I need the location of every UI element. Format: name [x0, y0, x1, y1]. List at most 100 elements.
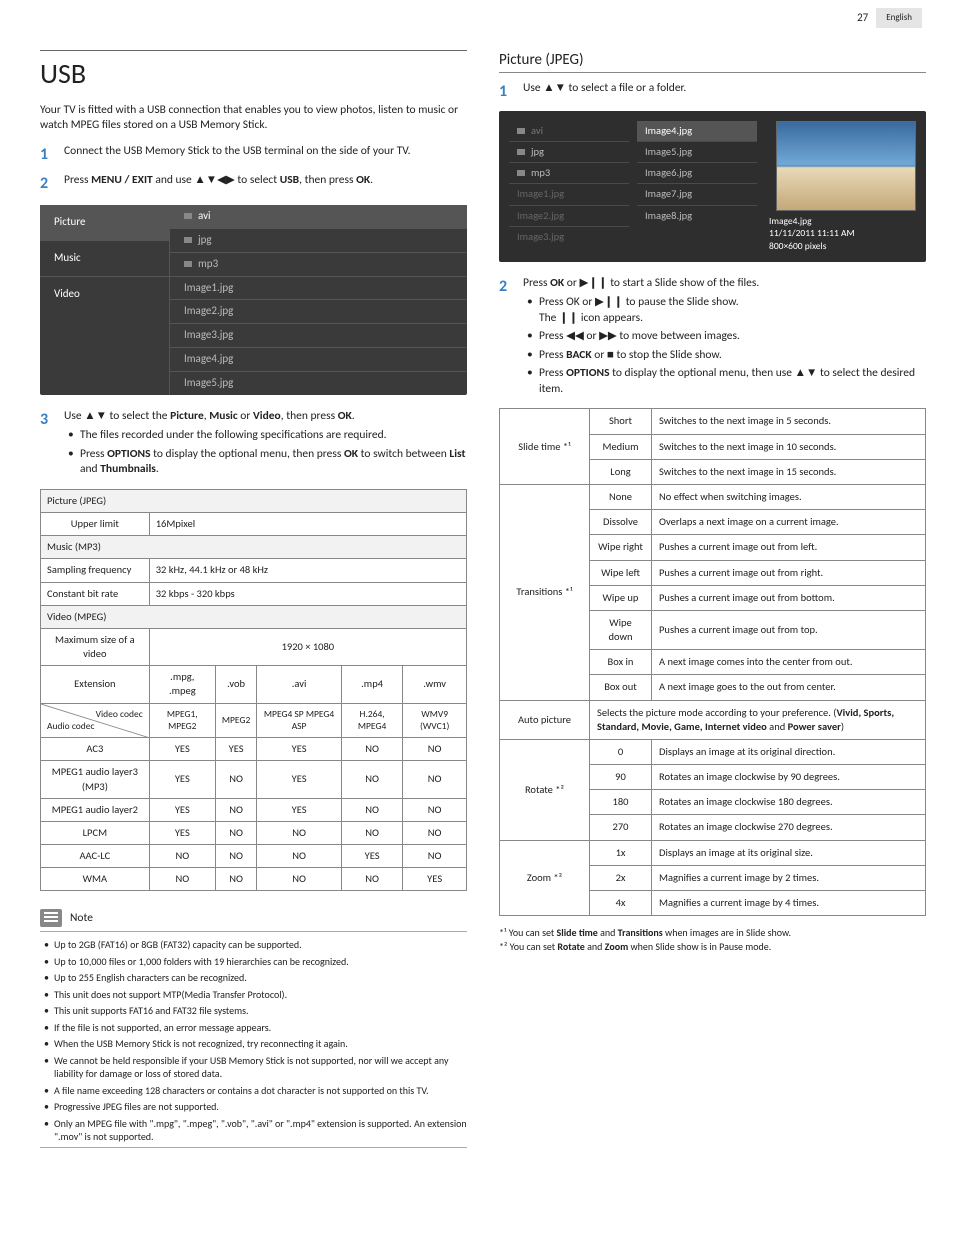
codec-cell: YES: [257, 761, 342, 798]
picture-jpeg-heading: Picture (JPEG): [499, 50, 926, 73]
ext-col: .avi: [257, 666, 342, 703]
spec-table: Picture (JPEG) Upper limit16Mpixel Music…: [40, 489, 467, 892]
r-step2-bullet: Press BACK or ■ to stop the Slide show.: [527, 348, 926, 364]
codec-diag-cell: Video codec Audio codec: [41, 703, 150, 738]
codec-cell: NO: [341, 761, 402, 798]
footnotes: *¹ You can set Slide time and Transition…: [499, 926, 926, 953]
note-item: When the USB Memory Stick is not recogni…: [44, 1037, 467, 1051]
note-item: Progressive JPEG files are not supported…: [44, 1100, 467, 1114]
spec-label: Maximum size of a video: [41, 628, 150, 665]
option-value: Wipe right: [590, 535, 652, 560]
option-value: 0: [590, 739, 652, 764]
usb-intro: Your TV is fitted with a USB connection …: [40, 103, 467, 134]
options-table: Slide time *¹ShortSwitches to the next i…: [499, 408, 926, 916]
footnote-2: *² You can set Rotate and Zoom when Slid…: [499, 940, 926, 954]
note-icon: [40, 909, 62, 927]
r-step-1: 1 Use ▲▼ to select a file or a folder.: [499, 81, 926, 103]
note-item: Only an MPEG file with ".mpg", ".mpeg", …: [44, 1117, 467, 1144]
step-2-text: Press MENU / EXIT and use ▲▼◀▶ to select…: [64, 173, 467, 195]
option-desc: Rotates an image clockwise by 90 degrees…: [652, 765, 926, 790]
note-item: We cannot be held responsible if your US…: [44, 1054, 467, 1081]
step-number: 3: [40, 409, 54, 481]
codec-cell: NO: [403, 821, 467, 844]
codec-cell: NO: [215, 868, 256, 891]
ext-col: .vob: [215, 666, 256, 703]
codec-cell: NO: [149, 845, 215, 868]
codec-row-label: AAC-LC: [41, 845, 150, 868]
codec-cell: NO: [215, 821, 256, 844]
preview-name: Image4.jpg: [769, 215, 916, 227]
spec-value: 32 kbps - 320 kbps: [149, 582, 466, 605]
codec-cell: NO: [215, 798, 256, 821]
spec-label: Sampling frequency: [41, 559, 150, 582]
option-desc: Switches to the next image in 5 seconds.: [652, 409, 926, 434]
codec-cell: NO: [215, 845, 256, 868]
option-desc: Pushes a current image out from left.: [652, 535, 926, 560]
codec-cell: NO: [341, 868, 402, 891]
page-number: 27: [857, 11, 868, 26]
r-step2-bullet: Press OPTIONS to display the optional me…: [527, 366, 926, 397]
codec-cell: NO: [149, 868, 215, 891]
codec-col: MPEG2: [215, 703, 256, 738]
note-item: This unit supports FAT16 and FAT32 file …: [44, 1004, 467, 1018]
option-value: 180: [590, 790, 652, 815]
r-step2-bullet: Press OK or ▶❙❙ to pause the Slide show.…: [527, 295, 926, 326]
option-value: 90: [590, 765, 652, 790]
option-value: Box out: [590, 675, 652, 700]
pic-file: Image6.jpg: [637, 163, 757, 184]
codec-cell: YES: [215, 738, 256, 761]
option-desc: A next image comes into the center from …: [652, 650, 926, 675]
codec-cell: YES: [257, 738, 342, 761]
codec-col: MPEG4 SP MPEG4 ASP: [257, 703, 342, 738]
step-number: 2: [40, 173, 54, 195]
codec-cell: YES: [257, 798, 342, 821]
spec-mus-header: Music (MP3): [41, 536, 467, 559]
pic-file: Image4.jpg: [637, 121, 757, 142]
option-value: Short: [590, 409, 652, 434]
codec-row-label: MPEG1 audio layer3 (MP3): [41, 761, 150, 798]
step-number: 1: [499, 81, 513, 103]
pic-col-mid: Image4.jpg Image5.jpg Image6.jpg Image7.…: [637, 121, 757, 252]
option-value: None: [590, 485, 652, 510]
codec-col: MPEG1, MPEG2: [149, 703, 215, 738]
language-label: English: [876, 8, 922, 28]
file-item: Image4.jpg: [170, 348, 467, 372]
codec-row-label: WMA: [41, 868, 150, 891]
note-item: If the file is not supported, an error m…: [44, 1021, 467, 1035]
pic-folder: avi: [509, 121, 629, 142]
codec-col: WMV9 (WVC1): [403, 703, 467, 738]
step-number: 1: [40, 144, 54, 166]
note-item: Up to 10,000 files or 1,000 folders with…: [44, 955, 467, 969]
note-item: This unit does not support MTP(Media Tra…: [44, 988, 467, 1002]
codec-cell: NO: [403, 845, 467, 868]
spec-value: 32 kHz, 44.1 kHz or 48 kHz: [149, 559, 466, 582]
ext-col: .mp4: [341, 666, 402, 703]
codec-cell: YES: [403, 868, 467, 891]
spec-vid-header: Video (MPEG): [41, 605, 467, 628]
codec-cell: NO: [403, 798, 467, 821]
file-item: Image1.jpg: [170, 277, 467, 301]
option-value: 1x: [590, 840, 652, 865]
option-value: Wipe down: [590, 610, 652, 649]
spec-value: 1920 × 1080: [149, 628, 466, 665]
option-desc: Magnifies a current image by 2 times.: [652, 865, 926, 890]
preview-date: 11/11/2011 11:11 AM: [769, 227, 916, 239]
option-value: Long: [590, 459, 652, 484]
note-list: Up to 2GB (FAT16) or 8GB (FAT32) capacit…: [40, 932, 467, 1148]
option-group-label: Slide time *¹: [500, 409, 590, 485]
option-value: Medium: [590, 434, 652, 459]
pic-folder: jpg: [509, 142, 629, 163]
option-desc: Rotates an image clockwise 180 degrees.: [652, 790, 926, 815]
r-step-2: 2 Press OK or ▶❙❙ to start a Slide show …: [499, 276, 926, 401]
spec-label: Upper limit: [41, 513, 150, 536]
step-1-text: Connect the USB Memory Stick to the USB …: [64, 144, 467, 166]
pic-file: Image7.jpg: [637, 184, 757, 205]
preview-size: 800×600 pixels: [769, 240, 916, 252]
option-desc: Rotates an image clockwise 270 degrees.: [652, 815, 926, 840]
codec-row-label: MPEG1 audio layer2: [41, 798, 150, 821]
pic-col-left: avi jpg mp3 Image1.jpg Image2.jpg Image3…: [509, 121, 629, 252]
option-desc: Displays an image at its original size.: [652, 840, 926, 865]
cat-picture: Picture: [40, 205, 169, 241]
note-title: Note: [70, 911, 93, 927]
spec-pic-header: Picture (JPEG): [41, 489, 467, 512]
